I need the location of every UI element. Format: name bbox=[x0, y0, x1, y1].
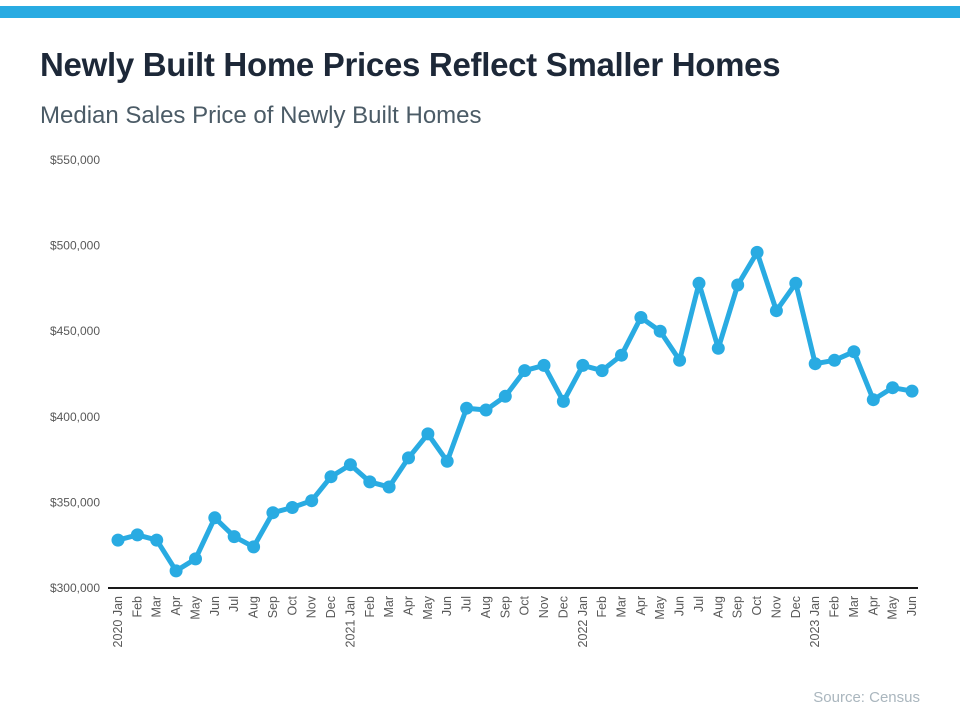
x-axis-label: Jul bbox=[692, 596, 706, 612]
source-credit: Source: Census bbox=[813, 689, 920, 706]
data-point bbox=[498, 389, 512, 403]
x-axis-label: Dec bbox=[324, 596, 338, 618]
y-axis-label: $350,000 bbox=[50, 495, 100, 509]
x-axis-label: May bbox=[421, 595, 435, 619]
data-point bbox=[421, 427, 435, 441]
data-point bbox=[208, 511, 222, 525]
y-axis-label: $450,000 bbox=[50, 324, 100, 338]
x-axis-label: Apr bbox=[866, 596, 880, 615]
x-axis-label: 2023 Jan bbox=[808, 596, 822, 647]
data-point bbox=[769, 304, 783, 318]
x-axis-label: Jun bbox=[208, 596, 222, 616]
data-point bbox=[750, 245, 764, 259]
x-axis-label: May bbox=[189, 595, 203, 619]
y-axis-label: $300,000 bbox=[50, 581, 100, 595]
x-axis-label: May bbox=[653, 595, 667, 619]
data-point bbox=[247, 540, 261, 554]
data-point bbox=[595, 364, 609, 378]
chart-subtitle: Median Sales Price of Newly Built Homes bbox=[40, 102, 482, 129]
data-point bbox=[150, 533, 164, 547]
x-axis-label: Jun bbox=[440, 596, 454, 616]
data-point bbox=[460, 401, 474, 415]
x-axis-label: Jun bbox=[905, 596, 919, 616]
data-point bbox=[866, 393, 880, 407]
y-axis-label: $550,000 bbox=[50, 153, 100, 167]
page-title: Newly Built Home Prices Reflect Smaller … bbox=[40, 46, 781, 83]
x-axis-label: Feb bbox=[363, 596, 377, 618]
data-point bbox=[576, 358, 590, 372]
x-axis-label: Feb bbox=[828, 596, 842, 618]
x-axis-label: Mar bbox=[150, 596, 164, 618]
data-point bbox=[556, 394, 570, 408]
x-axis-label: Oct bbox=[750, 595, 764, 615]
x-axis-label: Sep bbox=[731, 596, 745, 618]
data-point bbox=[324, 470, 338, 484]
x-axis-label: Dec bbox=[556, 596, 570, 618]
x-axis-label: Nov bbox=[305, 595, 319, 618]
x-axis-label: Aug bbox=[711, 596, 725, 618]
x-axis-label: Mar bbox=[615, 596, 629, 618]
x-axis-label: Jun bbox=[673, 596, 687, 616]
x-axis-label: Nov bbox=[769, 595, 783, 618]
x-axis-label: Feb bbox=[595, 596, 609, 618]
data-point bbox=[305, 494, 319, 508]
x-axis-label: Jul bbox=[227, 596, 241, 612]
x-axis-label: Sep bbox=[266, 596, 280, 618]
data-point bbox=[537, 358, 551, 372]
data-point bbox=[886, 381, 900, 395]
data-point bbox=[111, 533, 125, 547]
x-axis-label: 2021 Jan bbox=[343, 596, 357, 647]
data-point bbox=[731, 278, 745, 292]
data-point bbox=[905, 384, 919, 398]
x-axis-label: Dec bbox=[789, 596, 803, 618]
x-axis-label: Aug bbox=[479, 596, 493, 618]
accent-bar bbox=[0, 6, 960, 18]
data-point bbox=[847, 345, 861, 359]
data-point bbox=[343, 458, 357, 472]
x-axis-label: Oct bbox=[518, 595, 532, 615]
x-axis-label: Apr bbox=[634, 596, 648, 615]
data-point bbox=[615, 348, 628, 362]
data-point bbox=[518, 364, 532, 378]
data-point bbox=[402, 451, 415, 465]
y-axis-label: $500,000 bbox=[50, 239, 100, 253]
data-point bbox=[692, 276, 706, 290]
data-point bbox=[189, 552, 202, 566]
data-point bbox=[363, 475, 377, 489]
data-point bbox=[808, 357, 822, 371]
data-point bbox=[634, 311, 648, 324]
data-point bbox=[440, 454, 454, 468]
x-axis-label: Feb bbox=[130, 596, 144, 618]
data-point bbox=[130, 528, 144, 542]
x-axis-label: Mar bbox=[382, 596, 396, 618]
data-point bbox=[285, 501, 299, 514]
x-axis-label: Apr bbox=[402, 596, 416, 615]
x-axis-label: Jul bbox=[460, 596, 474, 612]
data-point bbox=[789, 276, 803, 290]
price-line bbox=[115, 249, 915, 574]
data-point bbox=[711, 341, 725, 355]
x-axis-label: Mar bbox=[847, 596, 861, 618]
data-point bbox=[479, 403, 493, 417]
x-axis-label: 2020 Jan bbox=[111, 596, 125, 647]
x-axis-label: Apr bbox=[169, 596, 183, 615]
data-point bbox=[828, 353, 841, 367]
x-axis-label: 2022 Jan bbox=[576, 596, 590, 647]
x-axis-label: May bbox=[886, 595, 900, 619]
data-point bbox=[653, 324, 667, 338]
data-point bbox=[266, 506, 280, 520]
x-axis-label: Nov bbox=[537, 595, 551, 618]
y-axis-label: $400,000 bbox=[50, 410, 100, 424]
data-point bbox=[169, 564, 183, 578]
data-point bbox=[673, 353, 687, 367]
data-point bbox=[382, 480, 396, 494]
x-axis-label: Aug bbox=[247, 596, 261, 618]
data-point bbox=[227, 530, 241, 544]
x-axis-label: Sep bbox=[498, 596, 512, 618]
line-chart: $300,000 $350,000 $400,000 $450,000 $500,000… bbox=[50, 153, 919, 647]
x-axis-label: Oct bbox=[285, 595, 299, 615]
